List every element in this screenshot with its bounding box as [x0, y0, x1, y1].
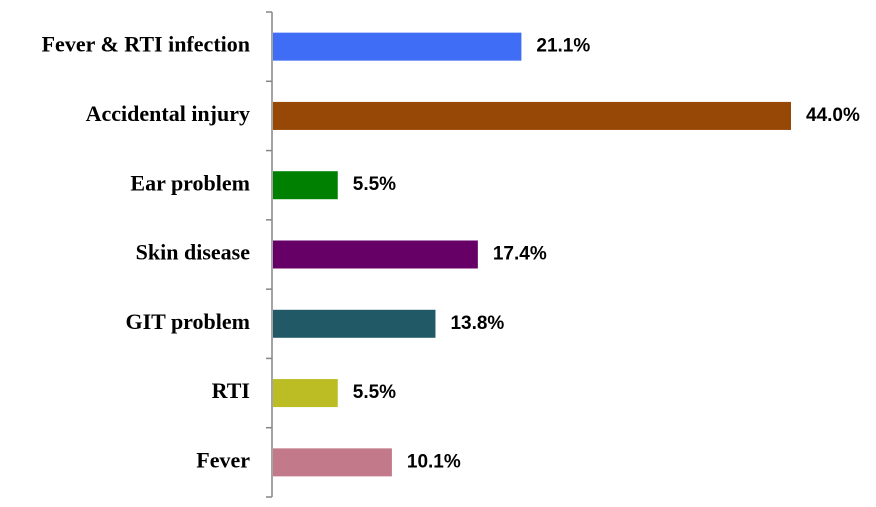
bar-4: [273, 309, 436, 338]
plot-area: Fever & RTI infection 21.1% Accidental inj…: [42, 11, 860, 498]
category-label-0: Fever & RTI infection: [42, 32, 250, 57]
category-label-1: Accidental injury: [86, 101, 250, 126]
value-label-4: 13.8%: [450, 313, 504, 334]
category-label-2: Ear problem: [130, 170, 250, 195]
value-label-3: 17.4%: [493, 244, 547, 265]
bar-5: [273, 379, 338, 408]
category-label-5: RTI: [212, 378, 250, 403]
value-label-2: 5.5%: [353, 174, 396, 195]
bar-6: [273, 448, 392, 477]
category-label-4: GIT problem: [126, 309, 251, 334]
value-label-1: 44.0%: [806, 105, 860, 126]
value-label-0: 21.1%: [536, 36, 590, 57]
bar-1: [273, 101, 791, 130]
value-label-6: 10.1%: [407, 451, 461, 472]
bar-3: [273, 240, 478, 269]
bar-2: [273, 171, 338, 200]
bar-0: [273, 32, 522, 61]
category-label-3: Skin disease: [136, 240, 251, 265]
category-label-6: Fever: [196, 447, 250, 472]
value-label-5: 5.5%: [353, 382, 396, 403]
